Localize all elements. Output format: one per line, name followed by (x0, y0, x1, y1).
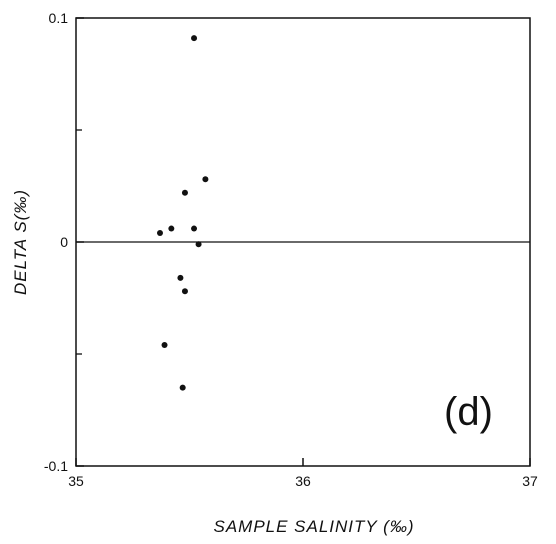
data-point (195, 241, 202, 248)
data-points (156, 35, 209, 391)
y-tick-label: -0.1 (44, 458, 68, 474)
data-point (181, 189, 188, 196)
data-point (179, 384, 186, 391)
data-point (168, 225, 175, 232)
panel-label: (d) (444, 390, 493, 434)
y-axis-title: DELTA S(‰) (11, 189, 30, 295)
data-point (191, 35, 198, 42)
data-point (177, 274, 184, 281)
x-tick-label: 36 (295, 473, 311, 489)
x-tick-label: 37 (522, 473, 538, 489)
data-point (156, 230, 163, 237)
data-point (161, 342, 168, 349)
y-tick-label: 0.1 (49, 10, 69, 26)
y-tick-label: 0 (60, 234, 68, 250)
x-tick-label: 35 (68, 473, 84, 489)
x-axis-ticks: 35 36 37 (68, 458, 538, 489)
x-axis-title: SAMPLE SALINITY (‰) (213, 517, 414, 536)
data-point (191, 225, 198, 232)
data-point (181, 288, 188, 295)
data-point (202, 176, 209, 183)
y-axis-ticks: -0.1 0 0.1 (44, 10, 84, 474)
